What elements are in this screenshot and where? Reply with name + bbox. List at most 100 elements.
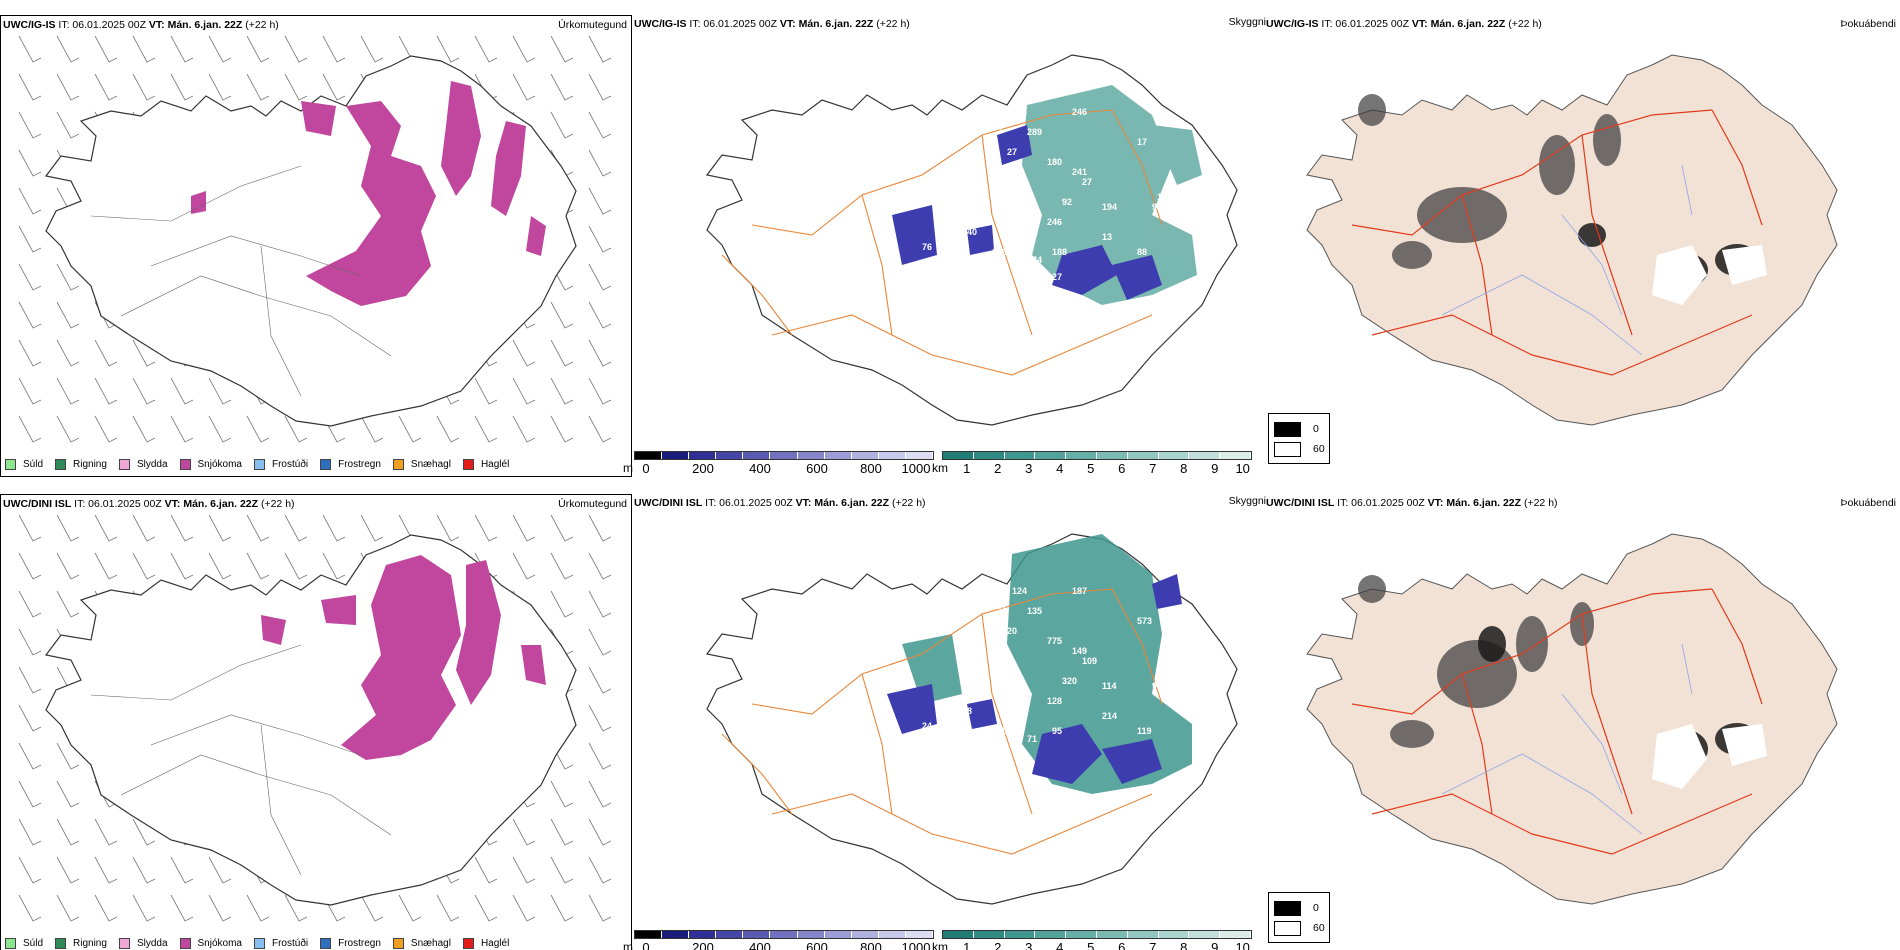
wind-barb [360, 415, 384, 443]
panel-title: Þokuábendi [1840, 18, 1896, 30]
cloud-base-label: 71 [1027, 734, 1037, 744]
cloud-base-label: 13 [1102, 232, 1112, 242]
wind-barb [550, 73, 574, 101]
legend-swatch [55, 459, 67, 470]
wind-barb [18, 73, 42, 101]
colorbar-tick: 5 [1087, 461, 1095, 476]
wind-barb [474, 377, 498, 405]
colorbar-tick: 6 [1118, 461, 1126, 476]
wind-barb [588, 377, 612, 405]
precip-type-panel-bottom: UWC/DINI ISL IT: 06.01.2025 00Z VT: Mán.… [0, 494, 632, 950]
precip-type-panel-top: UWC/IG-IS IT: 06.01.2025 00Z VT: Mán. 6.… [0, 15, 632, 477]
wind-barb [588, 73, 612, 101]
panel-title: Skyggni [1228, 495, 1266, 507]
wind-barb [588, 628, 612, 656]
wind-barb [588, 818, 612, 846]
cloud-base-label: 27 [1007, 147, 1017, 157]
wind-barb [132, 818, 156, 846]
cloud-base-label: 56 [987, 102, 997, 112]
colorbar-tick: 400 [749, 461, 771, 476]
wind-barb [94, 415, 118, 443]
cloud-base-label: 320 [1062, 676, 1077, 686]
wind-barb [512, 514, 536, 542]
colorbar-tick: 3 [1025, 461, 1033, 476]
wind-barb [18, 552, 42, 580]
colorbar-tick: 7 [1149, 461, 1157, 476]
legend-item: Haglél [462, 459, 509, 470]
panel-header: UWC/DINI ISL IT: 06.01.2025 00Z VT: Mán.… [634, 497, 926, 509]
wind-barb [246, 415, 270, 443]
wind-barb [474, 415, 498, 443]
fog-index-map [1306, 54, 1838, 426]
colorbar-swatch [943, 452, 974, 459]
colorbar-swatch [1127, 452, 1159, 459]
cloud-base-label: 88 [962, 706, 972, 716]
wind-barb [246, 514, 270, 542]
wind-barb [208, 415, 232, 443]
wind-barb [588, 704, 612, 732]
wind-barb [322, 514, 346, 542]
fog-legend-top: 0 60 [1268, 413, 1330, 464]
wind-barb [550, 35, 574, 63]
cloud-base-label: 597 [992, 601, 1007, 611]
wind-barb [550, 339, 574, 367]
wind-barb [56, 514, 80, 542]
legend-swatch [5, 938, 16, 949]
fog-legend-item: 0 [1274, 419, 1325, 439]
cloud-base-label: 775 [1047, 636, 1062, 646]
colorbar-swatch [1158, 452, 1190, 459]
colorbar-swatch [1004, 931, 1036, 938]
wind-barb [550, 514, 574, 542]
wind-barb [588, 894, 612, 922]
colorbar-tick: 200 [692, 461, 714, 476]
fog-legend-item: 60 [1274, 918, 1325, 938]
colorbar-tick: 9 [1211, 940, 1219, 950]
wind-barb [208, 856, 232, 884]
wind-barb [284, 894, 308, 922]
visibility-colorbar: km 1 2 3 4 5 6 7 8 9 10 [932, 451, 1252, 476]
legend-swatch [392, 459, 404, 470]
colorbar-swatch [1096, 452, 1128, 459]
precip-type-map [18, 35, 612, 443]
colorbar-swatch [851, 452, 879, 459]
wind-barb [94, 35, 118, 63]
fog-legend-swatch [1274, 900, 1301, 916]
wind-barb [132, 514, 156, 542]
legend-swatch [179, 459, 191, 470]
wind-barb [94, 552, 118, 580]
wind-barb [322, 35, 346, 63]
wind-barb [360, 514, 384, 542]
colorbar-swatch [878, 452, 906, 459]
colorbar-tick: 9 [1211, 461, 1219, 476]
wind-barb [18, 856, 42, 884]
cloud-base-label: 149 [1072, 646, 1087, 656]
cloud-base-label: 246 [1047, 217, 1062, 227]
colorbar-swatch [797, 931, 825, 938]
legend-swatch [55, 938, 67, 949]
wind-barb [436, 514, 460, 542]
wind-barb [284, 415, 308, 443]
wind-barb [550, 818, 574, 846]
fog-index-panel-top: UWC/IG-IS IT: 06.01.2025 00Z VT: Mán. 6.… [1262, 15, 1900, 477]
colorbar-tick: 8 [1180, 940, 1188, 950]
wind-barb [246, 552, 270, 580]
cloud-base-label: 60 [897, 611, 907, 621]
wind-barb [550, 415, 574, 443]
wind-barb [18, 818, 42, 846]
colorbar-swatch [770, 452, 798, 459]
wind-barb [132, 552, 156, 580]
wind-barb [170, 894, 194, 922]
wind-barb [170, 415, 194, 443]
wind-barb [512, 35, 536, 63]
colorbar-tick: 200 [692, 940, 714, 950]
wind-barb [436, 415, 460, 443]
wind-barb [588, 111, 612, 139]
colorbar-swatch [1035, 931, 1067, 938]
fog-legend-swatch [1274, 441, 1301, 457]
fog-legend-swatch [1274, 421, 1301, 437]
legend-item: Snæhagl [392, 938, 451, 949]
wind-barb [170, 73, 194, 101]
colorbar-swatch [1096, 931, 1128, 938]
panel-header: UWC/DINI ISL IT: 06.01.2025 00Z VT: Mán.… [3, 498, 295, 510]
legend-item: Rigning [55, 938, 107, 949]
